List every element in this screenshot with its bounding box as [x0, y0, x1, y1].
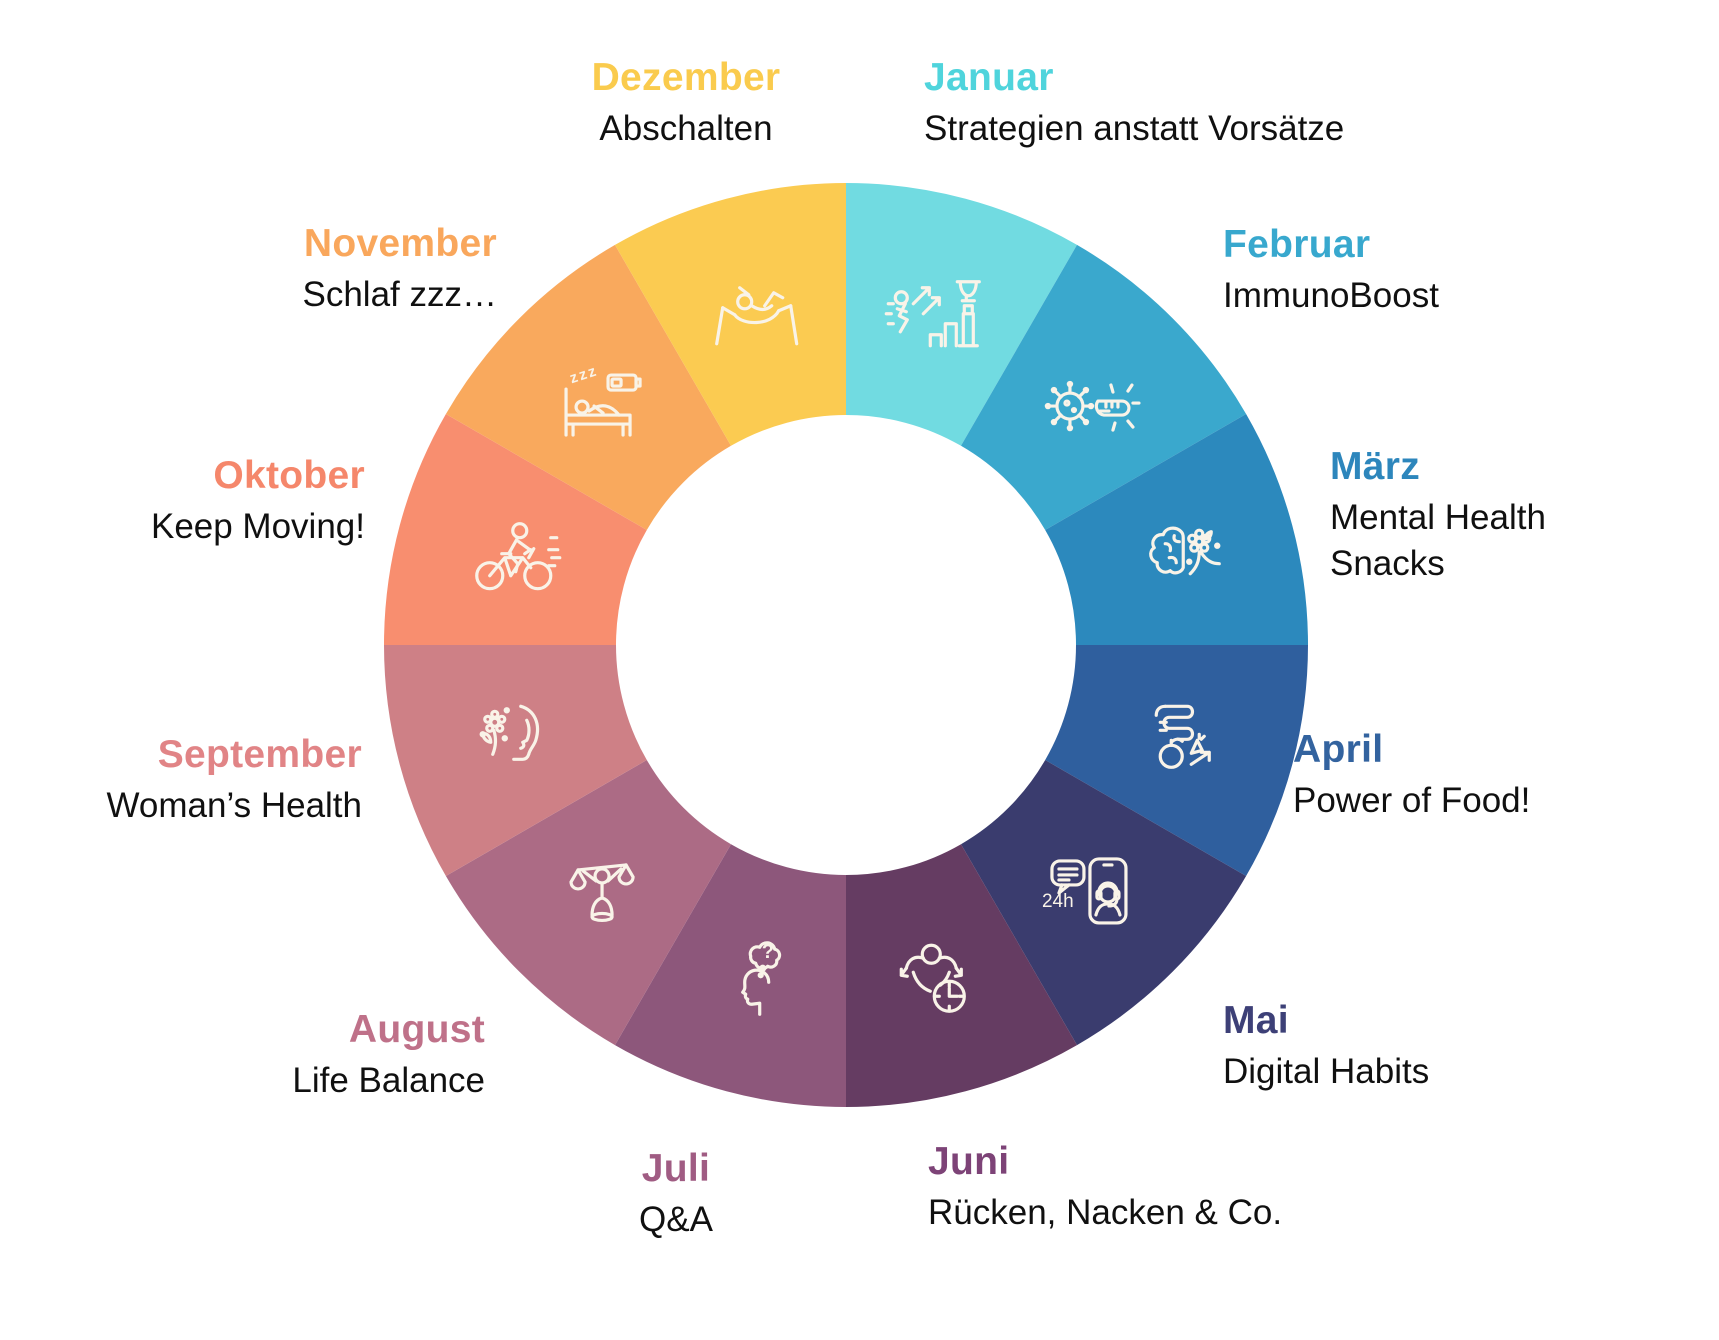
month-label-februar: Februar ImmunoBoost: [1223, 223, 1439, 319]
month-topic: Strategien anstatt Vorsätze: [924, 109, 1345, 149]
month-label-mai: Mai Digital Habits: [1223, 999, 1430, 1095]
month-label-juni: Juni Rücken, Nacken & Co.: [928, 1140, 1283, 1236]
month-name: Februar: [1223, 223, 1371, 266]
month-name: August: [348, 1008, 485, 1051]
month-name: April: [1293, 728, 1384, 771]
month-topic: Life Balance: [292, 1061, 485, 1101]
month-label-januar: Januar Strategien anstatt Vorsätze: [924, 56, 1345, 152]
month-topic: Power of Food!: [1293, 781, 1531, 821]
cycling-icon: [475, 522, 562, 591]
wedge-oktober: [384, 414, 647, 645]
month-label-april: April Power of Food!: [1293, 728, 1531, 824]
wedge-dezember: [615, 183, 846, 446]
month-label-dezember: Dezember Abschalten: [568, 56, 804, 152]
stretch-relax-icon: [899, 943, 966, 1013]
month-topic: Rücken, Nacken & Co.: [928, 1193, 1283, 1233]
svg-text:24h: 24h: [1042, 891, 1074, 912]
month-name: Mai: [1223, 999, 1289, 1042]
month-name: Januar: [924, 56, 1054, 99]
wedge-mai: [961, 760, 1247, 1046]
mindful-brain-icon: [1149, 526, 1221, 576]
month-label-august: August Life Balance: [292, 1008, 485, 1104]
success-progress-icon: [884, 280, 981, 348]
hammock-icon: [715, 286, 799, 346]
month-label-oktober: Oktober Keep Moving!: [150, 454, 365, 550]
wedge-april: [1045, 645, 1308, 876]
month-name: Oktober: [213, 454, 365, 497]
balance-icon: [569, 863, 635, 923]
month-topic: Digital Habits: [1223, 1052, 1430, 1092]
wedge-november: [445, 244, 731, 530]
month-label-september: September Woman’s Health: [106, 733, 363, 829]
month-topic: ImmunoBoost: [1223, 276, 1439, 316]
month-name: Juni: [928, 1140, 1010, 1183]
month-name: Juli: [641, 1147, 711, 1190]
month-name: Dezember: [591, 56, 781, 99]
wedge-januar: [846, 183, 1077, 446]
wedge-juli: [615, 844, 846, 1107]
month-name: November: [303, 222, 497, 265]
month-topic: Keep Moving!: [150, 507, 365, 547]
svg-text:?: ?: [762, 941, 774, 963]
questions-icon: ?: [741, 941, 782, 1016]
immune-defense-icon: [1044, 380, 1141, 432]
month-name: März: [1330, 445, 1421, 488]
gut-health-icon: [1154, 704, 1211, 769]
womans-health-icon: [479, 704, 540, 761]
month-topic: Schlaf zzz…: [302, 275, 498, 315]
month-topic: Mental Health Snacks: [1330, 498, 1546, 584]
wedge-august: [445, 760, 731, 1046]
digital-support-icon: 24h: [1042, 857, 1128, 925]
month-name: September: [157, 733, 362, 776]
month-label-november: November Schlaf zzz…: [302, 222, 498, 318]
month-topic: Woman’s Health: [106, 786, 363, 826]
month-label-maerz: März Mental Health Snacks: [1330, 445, 1546, 587]
month-label-juli: Juli Q&A: [558, 1147, 794, 1243]
month-topic: Abschalten: [599, 109, 773, 149]
wedge-februar: [961, 244, 1247, 530]
month-topic: Q&A: [639, 1200, 713, 1240]
